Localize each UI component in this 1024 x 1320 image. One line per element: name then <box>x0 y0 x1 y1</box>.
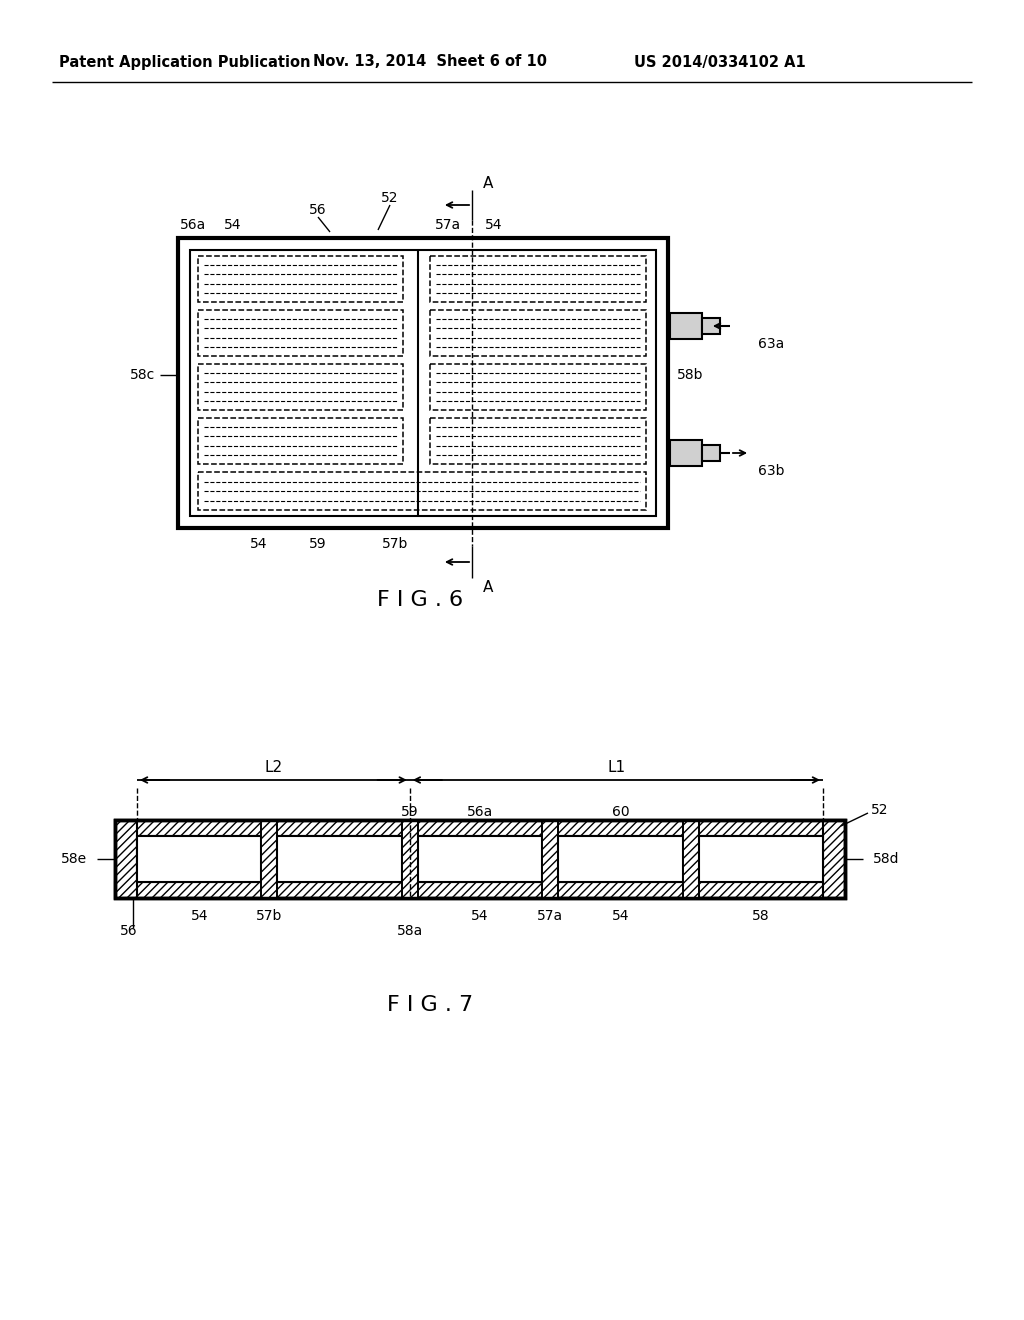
Text: F I G . 6: F I G . 6 <box>377 590 463 610</box>
Bar <box>115 820 845 898</box>
Bar <box>670 440 702 466</box>
Text: 57b: 57b <box>382 537 409 550</box>
Bar <box>198 473 646 510</box>
Bar <box>670 313 702 339</box>
Text: 57b: 57b <box>256 909 283 923</box>
Bar <box>702 445 720 461</box>
Bar <box>702 318 720 334</box>
Text: 54: 54 <box>485 218 503 232</box>
Text: A: A <box>482 176 494 190</box>
Bar <box>198 310 403 356</box>
Bar <box>430 310 646 356</box>
Text: 59: 59 <box>401 805 419 818</box>
Text: 58: 58 <box>752 909 770 923</box>
Bar <box>401 820 418 898</box>
Bar <box>430 364 646 411</box>
Bar <box>418 836 542 882</box>
Text: 63a: 63a <box>758 337 784 351</box>
Text: 54: 54 <box>471 909 488 923</box>
Bar <box>261 820 278 898</box>
Bar <box>261 820 278 898</box>
Text: 56: 56 <box>120 924 137 939</box>
Text: A: A <box>482 581 494 595</box>
Bar <box>542 820 558 898</box>
Bar <box>698 836 823 882</box>
Text: US 2014/0334102 A1: US 2014/0334102 A1 <box>634 54 806 70</box>
Text: 60: 60 <box>611 805 629 818</box>
Text: 52: 52 <box>381 191 398 205</box>
Bar <box>115 820 137 898</box>
Bar <box>683 820 698 898</box>
Bar <box>178 238 668 528</box>
Bar <box>430 418 646 465</box>
Bar <box>401 820 418 898</box>
Text: 54: 54 <box>190 909 208 923</box>
Bar <box>278 836 401 882</box>
Bar <box>823 820 845 898</box>
Text: 56: 56 <box>309 203 327 216</box>
Bar <box>115 820 845 898</box>
Text: 54: 54 <box>250 537 267 550</box>
Bar <box>198 418 403 465</box>
Text: L2: L2 <box>264 759 283 775</box>
Text: 59: 59 <box>309 537 327 550</box>
Bar <box>198 256 403 302</box>
Text: 54: 54 <box>611 909 629 923</box>
Text: 63b: 63b <box>758 465 784 478</box>
Text: Nov. 13, 2014  Sheet 6 of 10: Nov. 13, 2014 Sheet 6 of 10 <box>313 54 547 70</box>
Text: 56a: 56a <box>467 805 494 818</box>
Bar <box>430 256 646 302</box>
Text: 54: 54 <box>224 218 242 232</box>
Bar <box>683 820 698 898</box>
Text: 58b: 58b <box>677 368 703 381</box>
Text: 56a: 56a <box>180 218 206 232</box>
Text: 58a: 58a <box>396 924 423 939</box>
Bar <box>198 364 403 411</box>
Text: 58c: 58c <box>130 368 156 381</box>
Text: 57a: 57a <box>435 218 461 232</box>
Text: Patent Application Publication: Patent Application Publication <box>59 54 310 70</box>
Text: 58d: 58d <box>873 851 899 866</box>
Bar <box>115 882 845 898</box>
Text: F I G . 7: F I G . 7 <box>387 995 473 1015</box>
Bar <box>115 820 845 836</box>
Bar <box>558 836 683 882</box>
Bar <box>542 820 558 898</box>
Bar <box>190 249 656 516</box>
Text: 58e: 58e <box>60 851 87 866</box>
Text: 52: 52 <box>871 803 889 817</box>
Text: 57a: 57a <box>538 909 563 923</box>
Bar <box>137 836 261 882</box>
Text: L1: L1 <box>607 759 626 775</box>
